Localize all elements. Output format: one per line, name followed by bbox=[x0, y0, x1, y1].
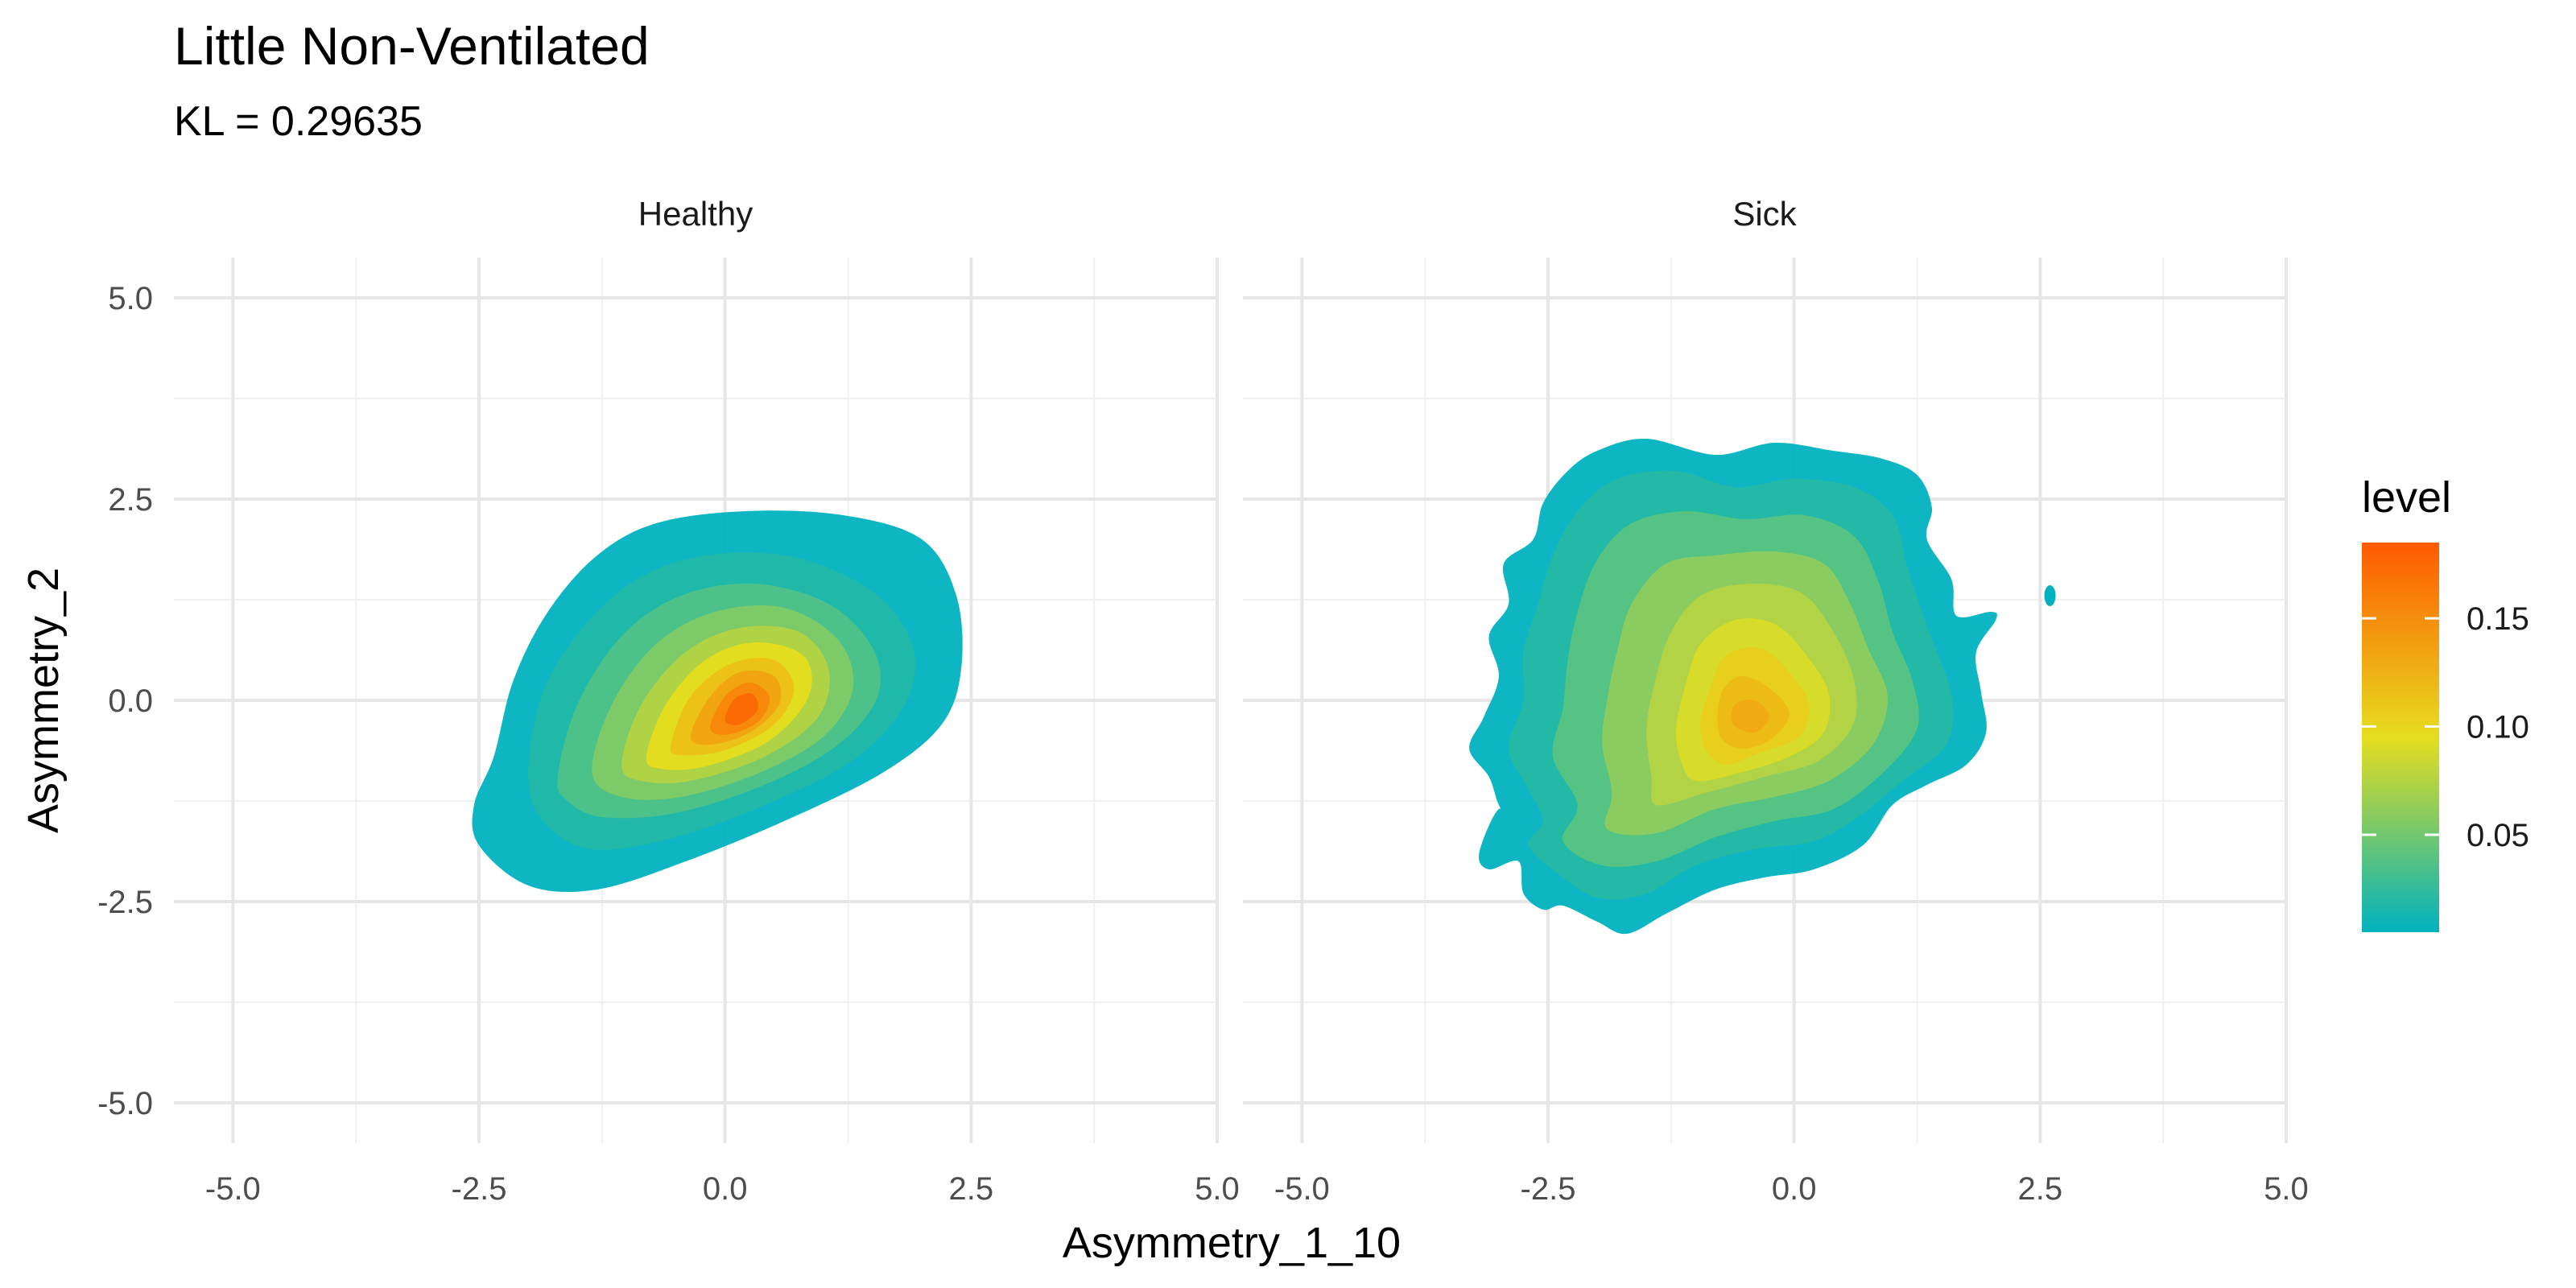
x-tick-label: 5.0 bbox=[2264, 1171, 2309, 1207]
chart-subtitle: KL = 0.29635 bbox=[174, 98, 423, 145]
chart-title: Little Non-Ventilated bbox=[174, 16, 650, 76]
x-tick-label: 2.5 bbox=[2018, 1171, 2063, 1207]
y-tick-label: -2.5 bbox=[97, 885, 153, 920]
legend-title: level bbox=[2362, 473, 2451, 522]
density-band-0.175 bbox=[724, 693, 758, 725]
legend-tick-label: 0.05 bbox=[2467, 818, 2529, 853]
y-tick-label: 2.5 bbox=[108, 482, 153, 518]
panels-layer: Healthy -5.0 -2.5 0.0 2.5 5.0 Sick -5.0 -2.5 0.0 2… bbox=[97, 195, 2309, 1207]
y-axis-label: Asymmetry_2 bbox=[19, 568, 68, 833]
density-island bbox=[2044, 585, 2056, 606]
x-axis-label: Asymmetry_1_10 bbox=[1063, 1219, 1401, 1267]
x-tick-label: 0.0 bbox=[703, 1171, 748, 1207]
legend-tick-label: 0.10 bbox=[2467, 710, 2529, 745]
density-band-0.13 bbox=[1731, 700, 1770, 733]
x-tick-label: -5.0 bbox=[1274, 1171, 1330, 1207]
legend-colorbar bbox=[2362, 543, 2439, 932]
legend-tick-label: 0.15 bbox=[2467, 601, 2529, 637]
x-tick-label: -2.5 bbox=[452, 1171, 507, 1207]
x-tick-label: 0.0 bbox=[1772, 1171, 1817, 1207]
y-tick-label: -5.0 bbox=[97, 1086, 153, 1121]
panel-label-healthy: Healthy bbox=[638, 195, 753, 233]
legend: level 0.15 0.10 0.05 bbox=[2362, 473, 2529, 932]
x-tick-label: -5.0 bbox=[205, 1171, 261, 1207]
panel-sick: Sick -5.0 -2.5 0.0 2.5 5.0 bbox=[1243, 195, 2309, 1207]
panel-label-sick: Sick bbox=[1732, 195, 1797, 233]
x-tick-label: -2.5 bbox=[1521, 1171, 1576, 1207]
y-tick-label: 0.0 bbox=[108, 683, 153, 719]
panel-healthy: Healthy -5.0 -2.5 0.0 2.5 5.0 bbox=[174, 195, 1240, 1207]
y-tick-label: 5.0 bbox=[108, 281, 153, 316]
x-tick-label: 5.0 bbox=[1195, 1171, 1240, 1207]
x-tick-label: 2.5 bbox=[949, 1171, 994, 1207]
